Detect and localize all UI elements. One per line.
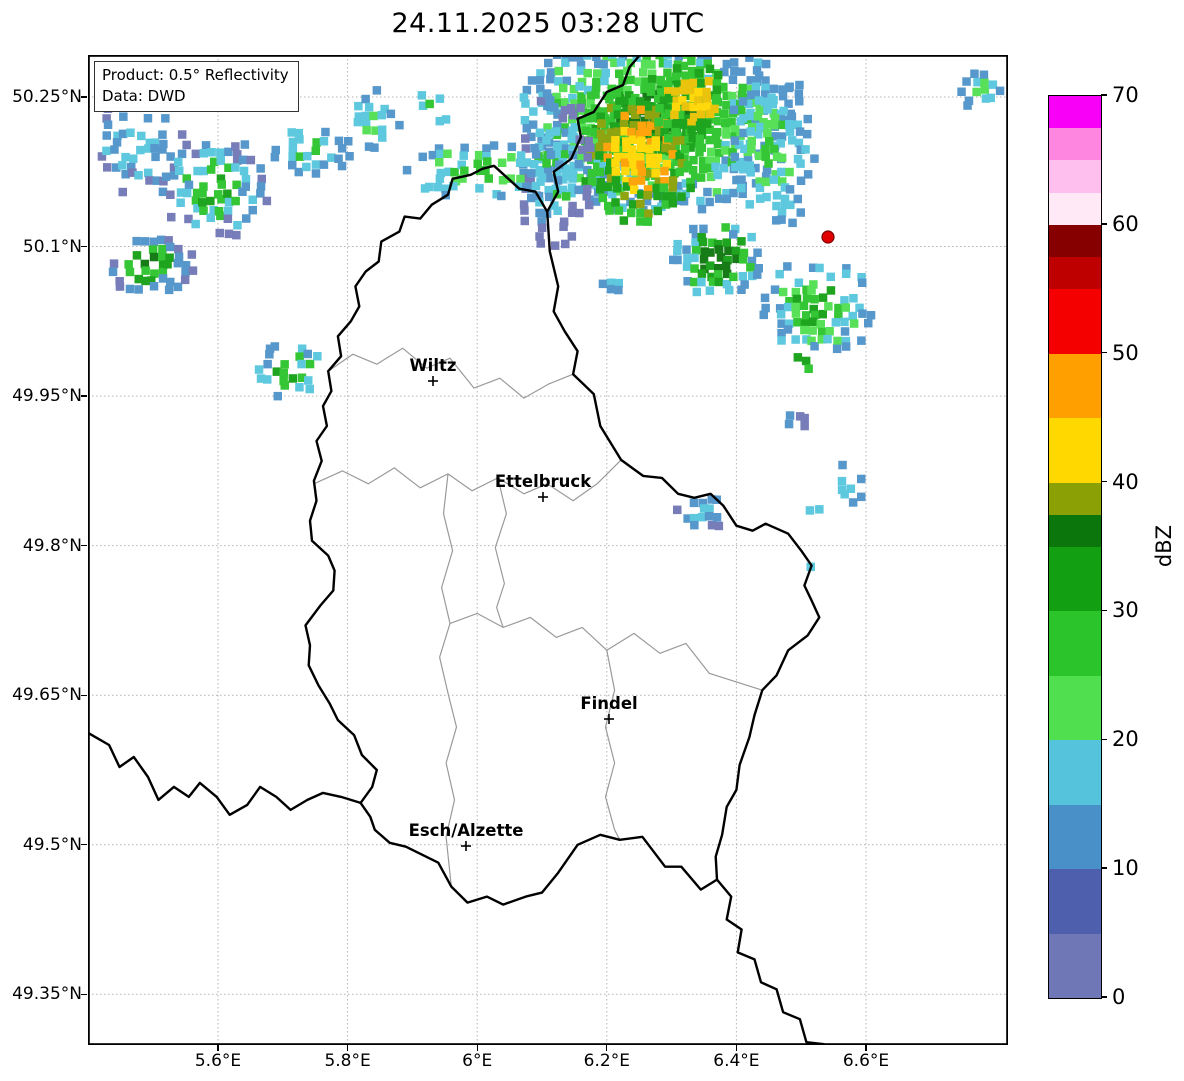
data-source-line: Data: DWD (102, 87, 186, 105)
lon-tick-mark (346, 1045, 349, 1051)
colorbar-tick-mark (1101, 867, 1107, 869)
colorbar-segment (1049, 128, 1101, 161)
city-label: Findel (580, 694, 637, 713)
city-marker-findel: Findel (580, 694, 638, 724)
lat-tick-mark (81, 544, 87, 547)
colorbar-tick-mark (1101, 480, 1107, 483)
lon-tick-label: 6.6°E (842, 1051, 890, 1071)
city-marker-esch-alzette: Esch/Alzette (409, 821, 524, 851)
city-label: Ettelbruck (495, 472, 592, 491)
colorbar-segment (1049, 96, 1101, 129)
lon-tick-mark (735, 1045, 738, 1051)
map-plot: Wiltz Ettelbruck Findel Esch/Alzette Produc… (88, 55, 1008, 1045)
colorbar-segment (1049, 514, 1101, 547)
lon-tick-label: 6°E (462, 1051, 493, 1071)
colorbar-segment (1049, 933, 1101, 998)
lon-tick-mark (865, 1045, 867, 1051)
lon-tick-mark (476, 1045, 478, 1051)
colorbar-tick-mark (1101, 94, 1107, 96)
colorbar-tick-label: 70 (1112, 83, 1139, 107)
colorbar-segment (1049, 160, 1101, 193)
lon-tick-label: 6.4°E (713, 1051, 760, 1071)
figure-title: 24.11.2025 03:28 UTC (391, 8, 705, 39)
lat-tick-label: 50.25°N (12, 87, 82, 107)
colorbar-tick-mark (1101, 352, 1107, 354)
district-borders (313, 347, 763, 887)
station-marker (821, 230, 835, 244)
colorbar-segment (1049, 192, 1101, 225)
colorbar-tick-label: 10 (1112, 856, 1139, 881)
colorbar-tick-mark (1101, 223, 1107, 225)
radar-echoes (97, 55, 1005, 572)
colorbar-segment (1049, 804, 1101, 870)
colorbar-segment (1049, 675, 1101, 741)
colorbar-tick-label: 30 (1112, 598, 1139, 623)
colorbar-tick-mark (1101, 609, 1107, 612)
colorbar-tick-label: 20 (1112, 727, 1139, 752)
colorbar-segment (1049, 547, 1101, 612)
lon-tick-label: 6.2°E (583, 1051, 630, 1071)
colorbar-tick-label: 0 (1112, 985, 1126, 1009)
colorbar-segment (1049, 289, 1101, 354)
lon-tick-mark (606, 1045, 608, 1051)
colorbar-tick-label: 50 (1112, 340, 1139, 365)
colorbar-segment (1049, 224, 1101, 258)
lon-tick-label: 5.6°E (194, 1051, 242, 1071)
lat-tick-mark (81, 844, 87, 846)
city-label: Esch/Alzette (409, 821, 524, 840)
colorbar-tick-mark (1101, 996, 1107, 998)
lat-tick-mark (81, 694, 87, 696)
lat-tick-label: 49.95°N (12, 386, 82, 407)
colorbar-segment (1049, 611, 1101, 676)
city-marker-wiltz: Wiltz (409, 356, 457, 386)
plot-frame (88, 55, 1008, 1045)
lat-tick-label: 49.35°N (12, 984, 82, 1005)
lat-tick-label: 50.1°N (22, 236, 82, 257)
colorbar-segment (1049, 740, 1101, 805)
colorbar-unit-label: dBZ (1152, 524, 1176, 568)
lat-tick-mark (81, 245, 87, 248)
lat-tick-label: 49.5°N (22, 834, 82, 855)
city-label: Wiltz (409, 356, 456, 375)
colorbar-tick-label: 40 (1112, 469, 1139, 494)
product-line: Product: 0.5° Reflectivity (102, 66, 289, 84)
lat-tick-label: 49.8°N (22, 535, 82, 556)
colorbar-tick-mark (1101, 738, 1107, 740)
luxembourg-border (304, 164, 821, 906)
lon-tick-label: 5.8°E (324, 1051, 371, 1071)
colorbar-segment (1049, 353, 1101, 419)
colorbar-segment (1049, 418, 1101, 483)
colorbar-segment (1049, 869, 1101, 934)
city-marker-ettelbruck: Ettelbruck (495, 472, 592, 502)
lat-tick-mark (81, 96, 87, 98)
lat-tick-mark (81, 395, 87, 397)
colorbar-segment (1049, 257, 1101, 290)
colorbar (1048, 95, 1102, 999)
colorbar-segment (1049, 482, 1101, 515)
city-markers: Wiltz Ettelbruck Findel Esch/Alzette (409, 356, 638, 851)
lon-tick-mark (217, 1045, 219, 1051)
colorbar-tick-label: 60 (1112, 211, 1139, 236)
product-info-box: Product: 0.5° Reflectivity Data: DWD (94, 61, 299, 112)
map-svg: Wiltz Ettelbruck Findel Esch/Alzette (88, 55, 1008, 1045)
lat-tick-mark (81, 993, 87, 995)
lat-tick-label: 49.65°N (12, 685, 82, 706)
